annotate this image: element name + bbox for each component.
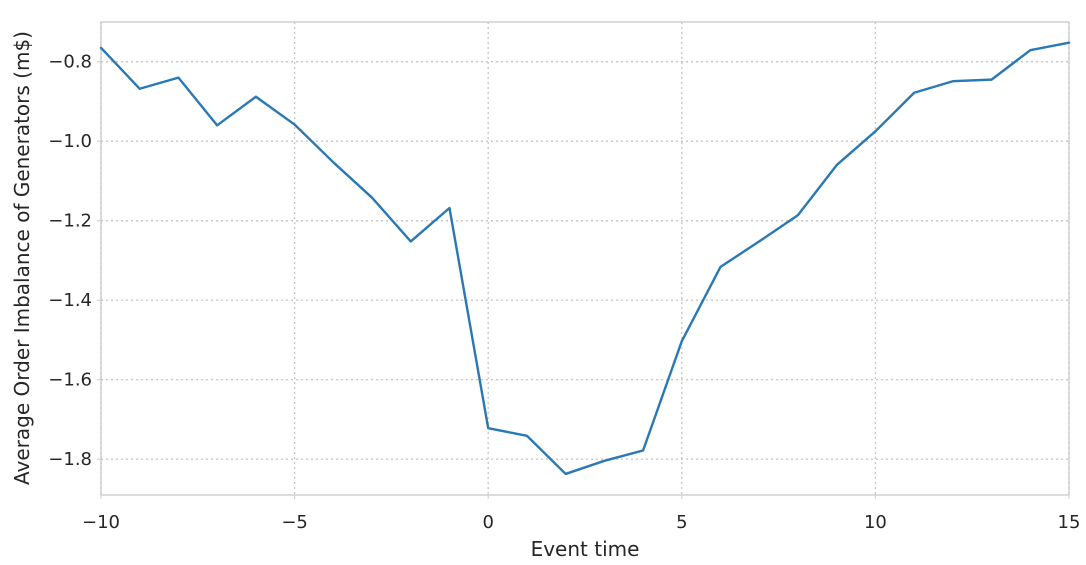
y-axis: −1.8 −1.6 −1.4 −1.2 −1.0 −0.8 (48, 52, 101, 470)
x-tick-label: 5 (676, 512, 687, 533)
series-layer (99, 41, 1071, 476)
y-tick-label: −1.6 (48, 370, 92, 391)
x-tick-label: −10 (82, 512, 120, 533)
y-tick-label: −1.4 (48, 290, 92, 311)
x-tick-label: 10 (864, 512, 887, 533)
x-tick-label: 0 (482, 512, 493, 533)
y-tick-label: −1.0 (48, 131, 92, 152)
x-tick-label: 15 (1058, 512, 1081, 533)
x-axis-label: Event time (531, 537, 640, 561)
x-axis: −10 −5 0 5 10 15 (82, 495, 1080, 533)
y-tick-label: −1.2 (48, 211, 92, 232)
plot-frame (100, 21, 1070, 496)
y-tick-label: −0.8 (48, 52, 92, 73)
y-axis-label: Average Order Imbalance of Generators (m… (10, 31, 34, 485)
y-tick-label: −1.8 (48, 449, 92, 470)
x-tick-label: −5 (281, 512, 308, 533)
grid (100, 22, 1070, 495)
series-line (99, 41, 1071, 476)
